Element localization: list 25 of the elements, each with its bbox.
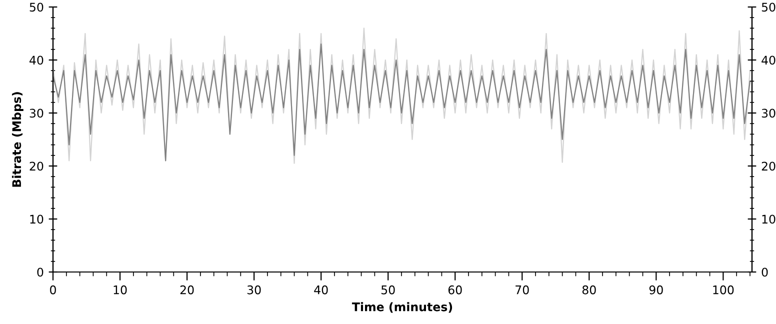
y-tick-label: 10 <box>30 214 44 224</box>
y2-tick-label: 50 <box>762 2 776 12</box>
x-tick-label: 20 <box>180 285 194 294</box>
x-tick-label: 50 <box>381 285 395 294</box>
y2-tick-label: 30 <box>762 108 776 118</box>
x-tick-label: 30 <box>247 285 261 294</box>
y-tick-label: 20 <box>30 162 44 171</box>
y-tick-label: 30 <box>30 108 44 118</box>
y-axis-title: Bitrate (Mbps) <box>12 92 24 187</box>
y2-tick-label: 40 <box>762 56 776 65</box>
x-tick-label: 10 <box>114 285 127 294</box>
y2-tick-label: 0 <box>762 268 768 277</box>
y-tick-label: 0 <box>37 268 44 277</box>
x-tick-label: 60 <box>448 285 462 294</box>
x-tick-label: 0 <box>50 285 56 294</box>
x-tick-label: 40 <box>314 285 328 294</box>
x-tick-label: 90 <box>649 285 663 294</box>
y2-tick-label: 20 <box>762 162 776 171</box>
y-tick-label: 40 <box>30 56 44 65</box>
x-tick-label: 80 <box>582 285 596 294</box>
x-tick-label: 100 <box>713 285 734 294</box>
x-tick-label: 70 <box>516 285 529 294</box>
x-axis-title: Time (minutes) <box>352 302 452 313</box>
y2-tick-label: 10 <box>762 214 776 224</box>
y-tick-label: 50 <box>30 2 44 12</box>
